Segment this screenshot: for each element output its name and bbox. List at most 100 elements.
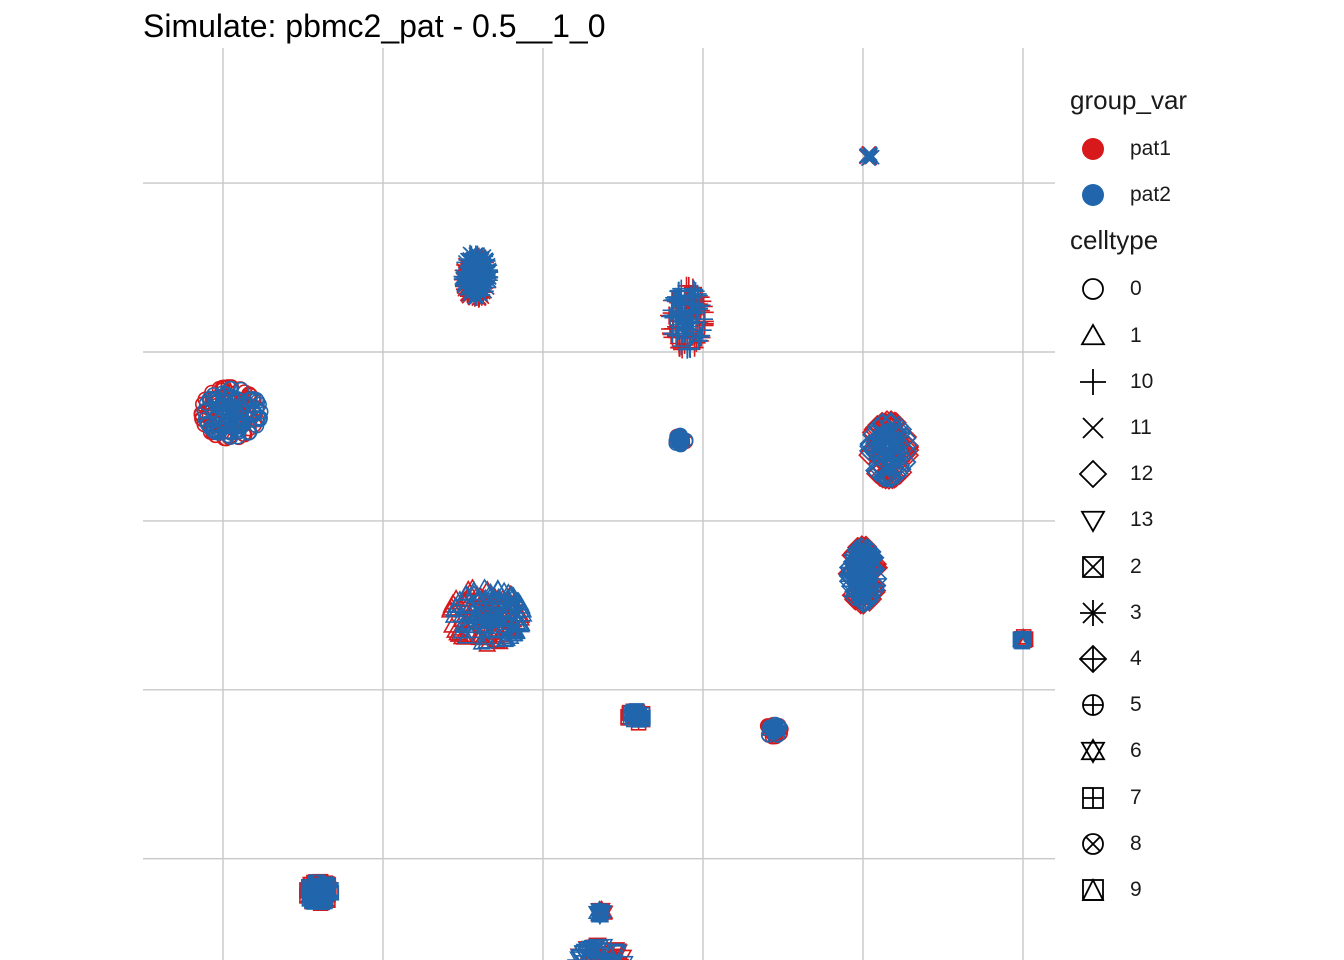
cluster-pat2-celltype-1 [444, 578, 533, 650]
point [895, 452, 917, 473]
celltype-legend-item: 5 [1070, 682, 1330, 728]
cluster-pat2-celltype-11 [858, 146, 880, 167]
point [591, 952, 611, 960]
cluster-pat2-celltype-7 [622, 703, 651, 728]
cluster-pat2-celltype-12 [858, 411, 918, 489]
point [592, 947, 611, 960]
celltype-legend-item: 6 [1070, 728, 1330, 774]
celltype-legend-key [1080, 511, 1106, 534]
celltype-legend-item: 12 [1070, 451, 1330, 497]
point [470, 610, 489, 627]
point [1015, 630, 1033, 647]
group-var-legend-label: pat1 [1130, 137, 1171, 161]
point [489, 587, 508, 604]
celltype-legend-label: 10 [1130, 369, 1154, 393]
point [504, 621, 523, 638]
point [666, 326, 686, 345]
point [859, 433, 880, 455]
point [673, 434, 690, 450]
point [231, 422, 248, 438]
point [850, 571, 871, 593]
point [215, 385, 231, 401]
celltype-legend-key [1080, 738, 1106, 765]
cluster-pat2-celltype-3 [453, 244, 499, 307]
point [507, 623, 526, 640]
celltype-legend-item: 4 [1070, 636, 1330, 682]
group-var-legend-item: pat1 [1070, 126, 1330, 172]
point [875, 423, 896, 445]
celltype-legend-key [1082, 555, 1104, 578]
celltype-legend-label: 7 [1130, 785, 1142, 809]
cluster-pat2-celltype-4 [838, 536, 888, 614]
cluster-pat2-celltype-8 [668, 427, 694, 453]
point [464, 580, 484, 597]
point [882, 461, 904, 482]
point [477, 632, 496, 649]
group-var-legend-item: pat2 [1070, 172, 1330, 218]
cluster-pat2-celltype-0 [196, 380, 269, 445]
point [625, 711, 642, 728]
celltype-legend-item: 11 [1070, 405, 1330, 451]
celltype-legend-label: 4 [1130, 646, 1142, 670]
celltype-legend-key [1078, 459, 1108, 489]
point [205, 418, 222, 435]
point [495, 631, 514, 647]
point [223, 410, 240, 427]
celltype-legend-key [1082, 832, 1104, 855]
point [869, 459, 890, 480]
point [230, 428, 246, 445]
celltype-legend-key [1082, 278, 1104, 301]
celltype-legend-label: 1 [1130, 323, 1142, 347]
point [504, 625, 523, 642]
point [499, 583, 518, 599]
point [685, 294, 704, 313]
cluster-pat2-celltype-10 [660, 279, 714, 359]
point [457, 627, 476, 644]
celltype-legend-item: 10 [1070, 359, 1330, 405]
point [883, 430, 905, 452]
celltype-legend-label: 9 [1130, 877, 1142, 901]
cluster-pat2-celltype-5 [760, 716, 788, 743]
celltype-legend-item: 1 [1070, 313, 1330, 359]
point [445, 600, 464, 617]
point [246, 406, 263, 423]
point [869, 447, 891, 468]
point [859, 551, 881, 572]
point [464, 584, 483, 601]
celltype-legend-label: 0 [1130, 277, 1142, 301]
legend-title-celltype: celltype [1070, 225, 1159, 256]
celltype-legend-label: 6 [1130, 739, 1142, 763]
point [592, 954, 611, 960]
point [485, 605, 504, 622]
point [875, 467, 897, 489]
point [241, 424, 257, 441]
point [459, 268, 478, 287]
group-var-legend-key [1082, 138, 1104, 161]
celltype-legend-key [1078, 644, 1108, 674]
point [881, 412, 902, 433]
point [502, 609, 521, 626]
point [486, 610, 505, 627]
point [765, 724, 782, 741]
group-var-legend-key [1082, 184, 1104, 207]
celltype-legend-key [1082, 417, 1104, 439]
point [849, 584, 870, 605]
point [220, 409, 237, 425]
point [593, 957, 612, 960]
point [689, 332, 708, 351]
point [884, 422, 905, 443]
cluster-pat2-celltype-6 [587, 900, 613, 926]
celltype-legend-key [1080, 322, 1106, 345]
point [507, 602, 526, 619]
celltype-legend-item: 0 [1070, 266, 1330, 312]
point [631, 707, 648, 724]
cluster-pat2-celltype-13 [566, 938, 634, 960]
point [599, 943, 618, 960]
point [450, 590, 469, 607]
point [858, 148, 874, 164]
celltype-legend-label: 13 [1130, 508, 1154, 532]
point [689, 286, 708, 305]
cluster-pat2-celltype-9 [1012, 630, 1033, 650]
celltype-legend-item: 8 [1070, 821, 1330, 867]
legend-group-var: group_var pat1 pat2 [1070, 80, 1330, 218]
